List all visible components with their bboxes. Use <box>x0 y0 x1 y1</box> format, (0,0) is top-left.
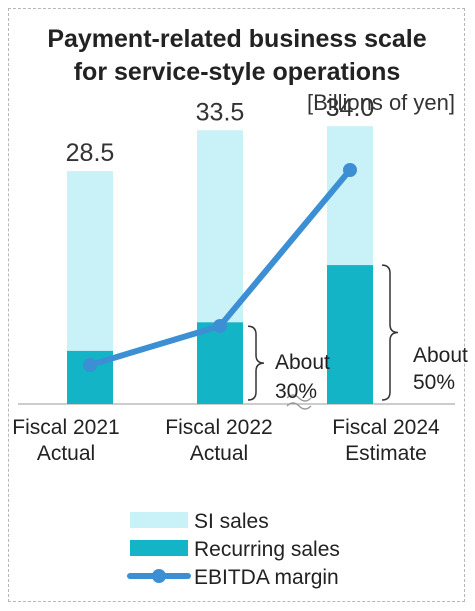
bars-group <box>18 126 455 405</box>
annotation-1-line-2: 30% <box>275 380 317 403</box>
category-label-2-line-2: Actual <box>190 442 248 465</box>
bar-si-sales-3 <box>327 126 373 266</box>
category-label-1-line-2: Actual <box>37 442 95 465</box>
legend-marker-3 <box>152 569 166 583</box>
ebitda-margin-point-1 <box>83 358 97 372</box>
bar-recurring-sales-3 <box>327 265 373 404</box>
annotation-2-line-1: About <box>413 344 468 367</box>
legend-label-2: Recurring sales <box>194 538 340 561</box>
axis-break-mark <box>286 394 312 410</box>
unit-label: [Billions of yen] <box>307 90 455 115</box>
bar-si-sales-1 <box>67 171 113 351</box>
brace-about-30 <box>247 325 265 401</box>
legend-label-3: EBITDA margin <box>194 566 339 589</box>
chart-frame <box>8 8 465 602</box>
category-label-2-line-1: Fiscal 2022 <box>165 416 272 439</box>
category-label-1-line-1: Fiscal 2021 <box>12 416 119 439</box>
ebitda-margin-point-3 <box>343 163 357 177</box>
category-label-3-line-1: Fiscal 2024 <box>332 416 440 439</box>
legend-swatch-1 <box>130 512 188 528</box>
total-label-3: 34.0 <box>326 94 375 122</box>
annotation-1-line-1: About <box>275 351 330 374</box>
legend: SI sales Recurring sales EBITDA margin <box>127 510 340 589</box>
total-label-1: 28.5 <box>66 139 115 167</box>
brace-about-50 <box>381 264 399 401</box>
legend-label-1: SI sales <box>194 510 269 533</box>
bar-si-sales-2 <box>197 130 243 323</box>
legend-swatch-2 <box>130 540 188 556</box>
chart-title-line-1: Payment-related business scale <box>47 25 426 53</box>
bar-recurring-sales-2 <box>197 322 243 404</box>
total-label-2: 33.5 <box>196 98 245 126</box>
chart-title-line-2: for service-style operations <box>74 58 401 86</box>
category-label-3-line-2: Estimate <box>345 442 427 465</box>
ebitda-margin-point-2 <box>213 319 227 333</box>
annotation-2-line-2: 50% <box>413 371 455 394</box>
marks-group: 28.5 Fiscal 2021 Actual 33.5 Fiscal 2022 Actu… <box>12 94 468 465</box>
